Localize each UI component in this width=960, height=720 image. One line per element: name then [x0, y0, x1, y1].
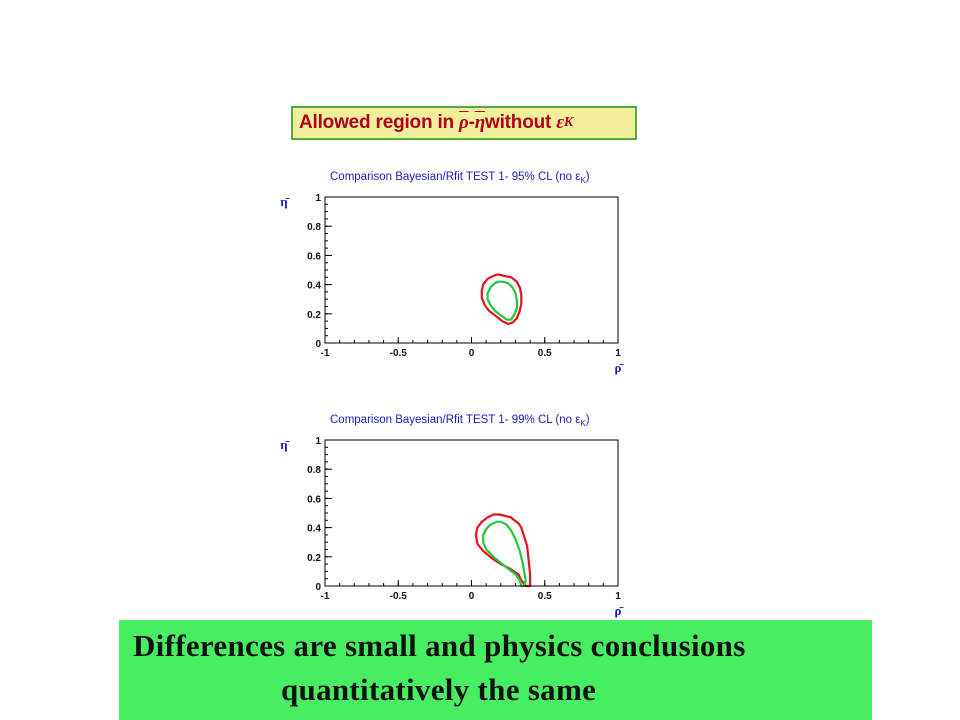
y-tick-label: 0.8: [307, 222, 321, 233]
plot-frame: [324, 439, 619, 587]
x-tick-label: 0.5: [538, 348, 552, 359]
contour-red: [474, 513, 532, 588]
x-tick-label: -1: [321, 348, 330, 359]
x-tick-label: -1: [321, 591, 330, 602]
header-epsilon-symbol: ε: [556, 112, 564, 133]
y-tick-label: 0.2: [307, 553, 321, 564]
x-tick-label: -0.5: [390, 348, 408, 359]
x-tick-label: 1: [615, 591, 621, 602]
chart-panel-99cl: Comparison Bayesian/Rfit TEST 1- 99% CL …: [280, 414, 624, 618]
plot-frame: [324, 196, 619, 344]
x-tick-label: -0.5: [390, 591, 408, 602]
x-tick-label: 0: [469, 591, 475, 602]
conclusion-line-1: Differences are small and physics conclu…: [133, 628, 746, 663]
chart-title: Comparison Bayesian/Rfit TEST 1- 99% CL …: [330, 414, 590, 428]
header-middle: without: [485, 112, 552, 133]
x-axis-label: ρ̄: [615, 603, 624, 618]
y-axis-label: η̄: [280, 194, 289, 209]
y-tick-label: 0: [315, 339, 321, 350]
y-tick-label: 0.6: [307, 251, 321, 262]
contour-green: [486, 280, 518, 321]
y-axis-label: η̄: [280, 437, 289, 452]
chart-panel-95cl: Comparison Bayesian/Rfit TEST 1- 95% CL …: [280, 171, 624, 375]
curves-layer: [480, 273, 523, 326]
y-tick-label: 0.6: [307, 494, 321, 505]
conclusion-line-2: quantitatively the same: [281, 672, 597, 707]
curves-layer: [474, 513, 532, 588]
ticks-layer: -1 -0.5 0 0.5 1 0 0.2 0.4 0.6 0.8 1: [307, 436, 621, 602]
x-tick-label: 0.5: [538, 591, 552, 602]
y-tick-label: 0.4: [307, 524, 321, 535]
x-tick-label: 0: [469, 348, 475, 359]
header-prefix: Allowed region in: [299, 112, 454, 133]
ticks-layer: -1 -0.5 0 0.5 1 0 0.2 0.4 0.6 0.8 1: [307, 193, 621, 359]
y-tick-label: 1: [315, 193, 321, 204]
conclusion-box: Differences are small and physics conclu…: [119, 620, 872, 720]
y-tick-label: 0.8: [307, 465, 321, 476]
x-axis-label: ρ̄: [615, 360, 624, 375]
y-tick-label: 1: [315, 436, 321, 447]
chart-title: Comparison Bayesian/Rfit TEST 1- 95% CL …: [330, 171, 590, 185]
header-dash: -: [468, 112, 475, 133]
header-eta-symbol: η: [474, 112, 485, 133]
x-tick-label: 1: [615, 348, 621, 359]
contour-green: [482, 520, 527, 588]
header-subscript: K: [563, 115, 573, 130]
y-tick-label: 0.4: [307, 281, 321, 292]
contour-red: [480, 273, 523, 326]
header-rho-symbol: ρ: [459, 112, 469, 133]
y-tick-label: 0.2: [307, 310, 321, 321]
y-tick-label: 0: [315, 582, 321, 593]
